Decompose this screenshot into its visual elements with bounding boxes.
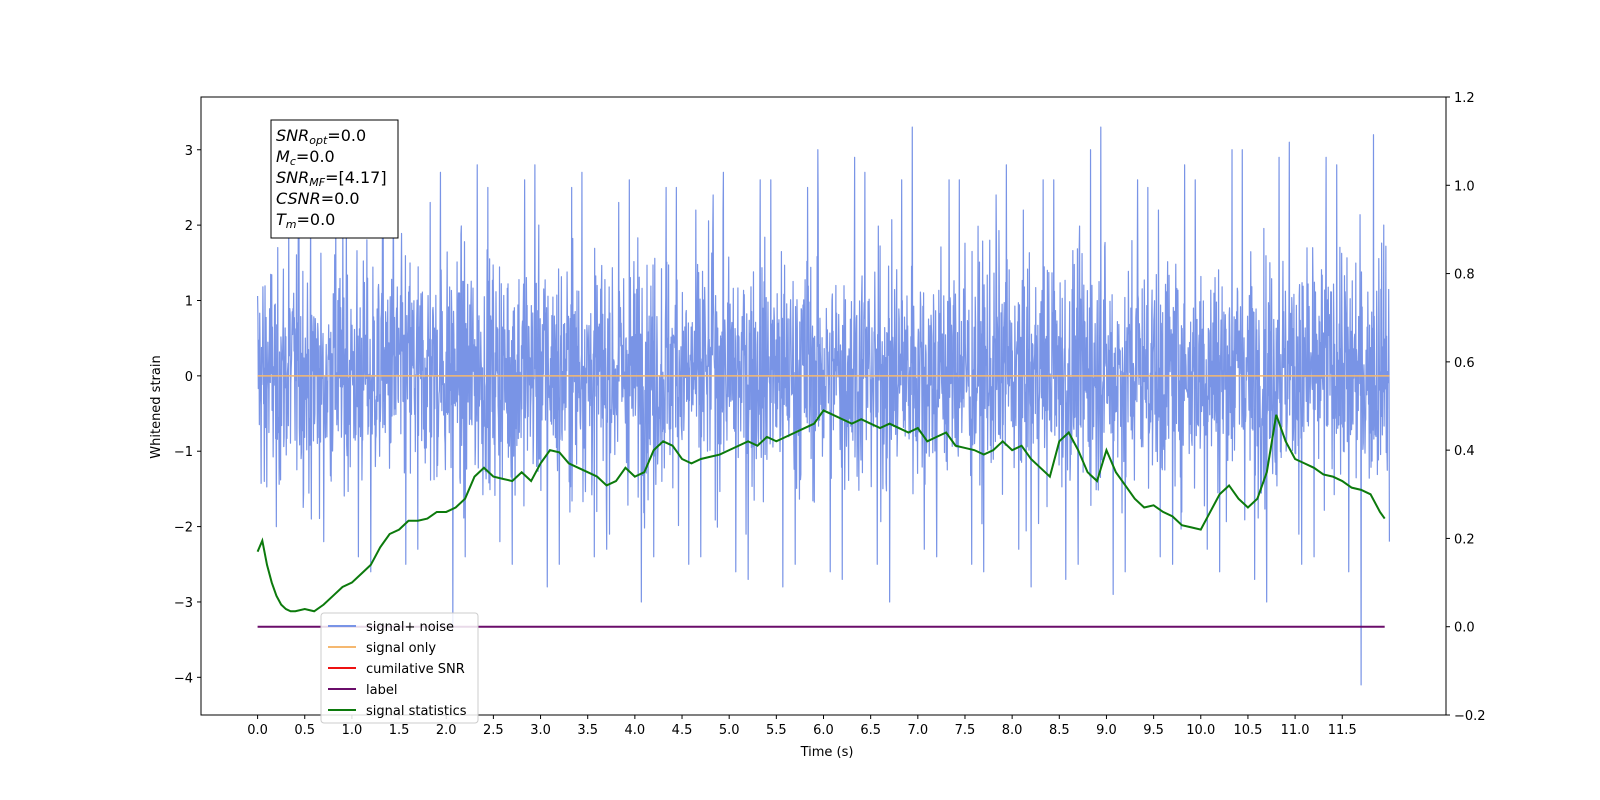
signal-noise-series — [256, 126, 1391, 686]
y2-tick-label: 0.0 — [1454, 621, 1475, 636]
x-tick-label: 5.0 — [719, 723, 740, 738]
y-axis-title: Whitened strain — [149, 355, 164, 458]
x-axis-title: Time (s) — [800, 745, 854, 760]
legend-label: label — [366, 683, 397, 698]
x-tick-label: 0.0 — [247, 723, 268, 738]
x-tick-label: 10.0 — [1186, 723, 1215, 738]
x-tick-label: 8.5 — [1049, 723, 1070, 738]
legend: signal+ noise signal only cumilative SNR la… — [320, 612, 479, 724]
x-tick-label: 7.0 — [907, 723, 928, 738]
x-tick-label: 2.5 — [483, 723, 504, 738]
y-tick-label: 0 — [185, 370, 193, 385]
x-tick-label: 9.5 — [1143, 723, 1164, 738]
y-tick-label: −1 — [174, 445, 193, 460]
y2-tick-label: 1.0 — [1454, 179, 1475, 194]
info-line: CSNR=0.0 — [276, 189, 360, 208]
y-tick-label: 3 — [185, 144, 193, 159]
y2-tick-label: −0.2 — [1454, 709, 1486, 724]
x-tick-label: 6.0 — [813, 723, 834, 738]
y2-tick-label: 1.2 — [1454, 91, 1475, 106]
signal-noise-line — [256, 126, 1391, 686]
info-line: SNRMF=[4.17] — [276, 168, 387, 189]
y-tick-label: −2 — [174, 521, 193, 536]
legend-label: cumilative SNR — [366, 662, 465, 677]
y2-tick-label: 0.2 — [1454, 532, 1475, 547]
x-tick-label: 3.5 — [577, 723, 598, 738]
signal-statistics-line — [256, 409, 1386, 613]
y2-tick-label: 0.4 — [1454, 444, 1475, 459]
x-tick-label: 5.5 — [766, 723, 787, 738]
x-tick-label: 1.0 — [342, 723, 363, 738]
legend-label: signal only — [366, 641, 436, 656]
legend-label: signal statistics — [366, 704, 467, 719]
x-tick-label: 10.5 — [1233, 723, 1262, 738]
x-tick-label: 9.0 — [1096, 723, 1117, 738]
legend-frame — [320, 612, 479, 724]
x-tick-label: 6.5 — [860, 723, 881, 738]
y-axis-right: 1.2 1.0 0.8 0.6 0.4 0.2 0.0 −0.2 — [1446, 91, 1486, 724]
legend-label: signal+ noise — [366, 620, 454, 635]
y-tick-label: −3 — [174, 596, 193, 611]
y-axis-left: 3 2 1 0 −1 −2 −3 −4 — [174, 144, 201, 686]
x-axis: 0.0 0.5 1.0 1.5 2.0 2.5 3.0 3.5 4.0 4.5 5.0 5.5 6.0 6… — [247, 715, 1357, 738]
y2-tick-label: 0.6 — [1454, 356, 1475, 371]
info-line: Tm=0.0 — [276, 210, 335, 231]
info-box-border — [270, 119, 399, 239]
y-tick-label: −4 — [174, 671, 193, 686]
x-tick-label: 3.0 — [530, 723, 551, 738]
x-tick-label: 4.0 — [625, 723, 646, 738]
x-tick-label: 0.5 — [294, 723, 315, 738]
x-tick-label: 4.5 — [672, 723, 693, 738]
x-tick-label: 2.0 — [436, 723, 457, 738]
info-line: Mc=0.0 — [276, 147, 335, 168]
info-line: SNRopt=0.0 — [276, 126, 366, 147]
y-tick-label: 1 — [185, 294, 193, 309]
y-tick-label: 2 — [185, 219, 193, 234]
x-tick-label: 8.0 — [1002, 723, 1023, 738]
x-tick-label: 7.5 — [955, 723, 976, 738]
y2-tick-label: 0.8 — [1454, 268, 1475, 283]
x-tick-label: 1.5 — [389, 723, 410, 738]
x-tick-label: 11.0 — [1281, 723, 1310, 738]
x-tick-label: 11.5 — [1328, 723, 1357, 738]
